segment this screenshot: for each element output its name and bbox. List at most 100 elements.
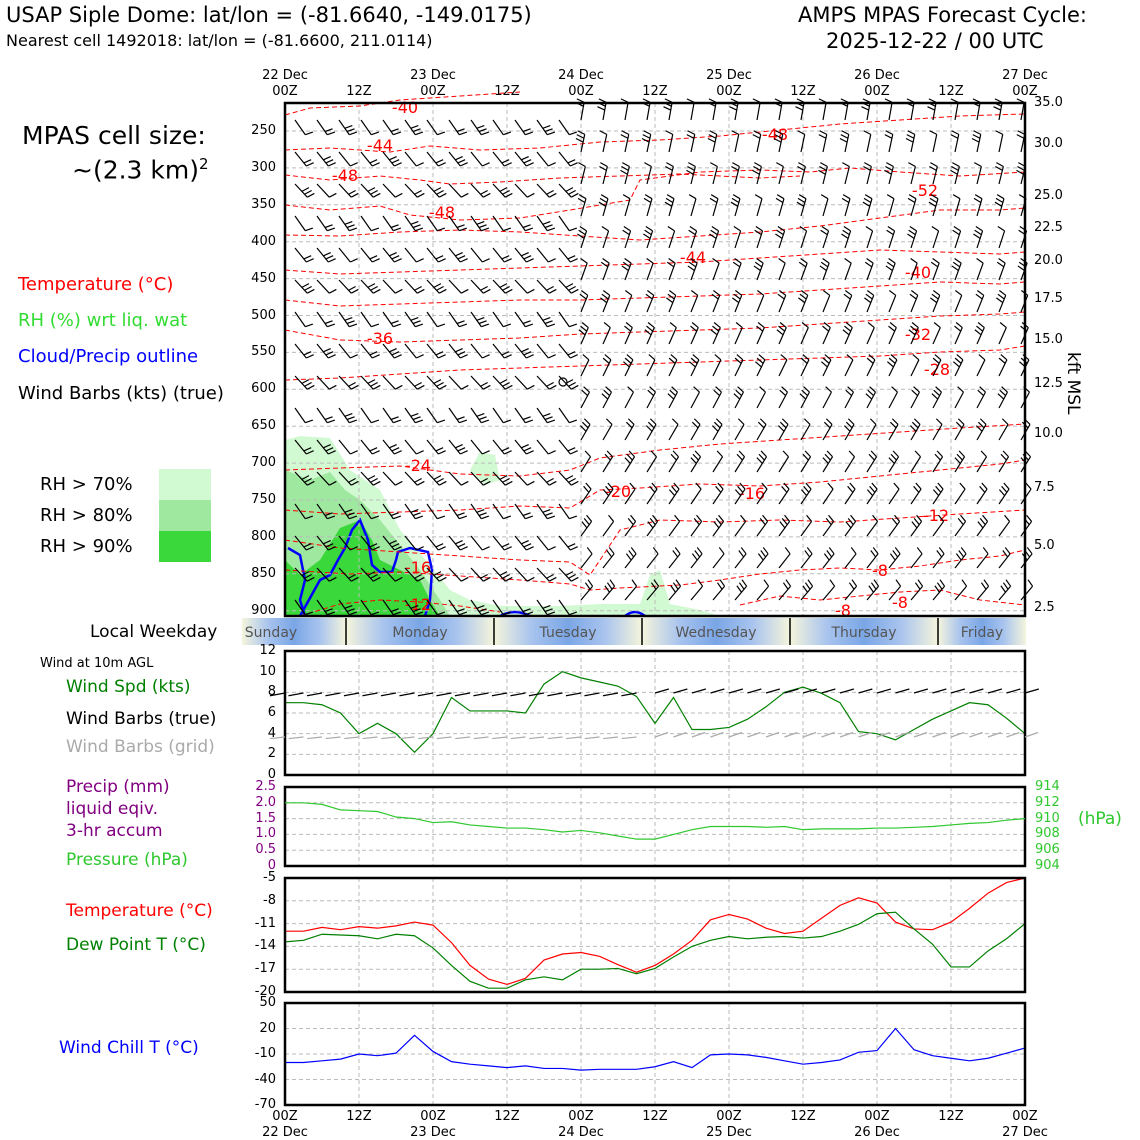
wind-barb [316, 407, 328, 424]
wind-barb [778, 521, 791, 537]
wind-barb [558, 471, 572, 486]
wind-barb-flag [688, 361, 696, 368]
wind-barb-flag [416, 258, 424, 263]
temp-contour-label: -28 [924, 360, 950, 379]
wind-barb [734, 359, 744, 377]
wind-barb-flag [737, 418, 745, 425]
wind-barb-flag [906, 134, 915, 139]
wind-barb [778, 134, 784, 153]
wind-barb-flag [667, 226, 675, 232]
wind-barb [624, 198, 631, 217]
wind-barb-flag [565, 187, 574, 192]
wind-barb-flag [675, 579, 682, 587]
wind-barb-flag [350, 480, 359, 486]
wind-barb-flag [870, 450, 877, 458]
wind-barb [294, 407, 306, 424]
wind-barb-flag [779, 521, 786, 529]
grid-wind-barb [691, 731, 706, 738]
wind-barb-flag [885, 165, 893, 171]
wind-barb-flag [754, 194, 763, 200]
wind-barb-flag [799, 393, 807, 400]
wind-barb-flag [457, 543, 466, 548]
wind-barb-flag [775, 233, 783, 239]
wind-barb-flag [851, 579, 858, 587]
wind-barb-flag [581, 521, 588, 529]
wind-barb-flag [522, 608, 531, 613]
wind-barb-flag [581, 322, 589, 329]
wind-barb-flag [691, 421, 699, 429]
wind-barb [712, 359, 722, 377]
wind-barb [646, 134, 652, 153]
grid-wind-barb [603, 736, 619, 740]
wind-barb [624, 424, 635, 441]
wind-barb-flag [822, 325, 830, 332]
wind-barb-flag [501, 351, 510, 356]
wind-barb-flag [797, 165, 805, 171]
wind-barb [866, 488, 878, 505]
wind-barb-flag [476, 316, 485, 321]
wind-barb [338, 439, 351, 455]
wind-barb [910, 327, 919, 345]
wind-barb-flag [435, 159, 444, 164]
wind-barb-flag [650, 450, 657, 458]
wind-barb-flag [958, 550, 965, 558]
wind-barb-flag [973, 130, 982, 135]
wind-barb-flag [762, 514, 769, 522]
wind-barb [382, 311, 394, 328]
wind-barb [822, 488, 834, 505]
wind-barb-flag [482, 192, 491, 198]
wind-barb-flag [394, 354, 402, 359]
wind-barb [734, 456, 746, 473]
wind-barb-flag [972, 134, 981, 139]
wind-barb [294, 311, 306, 328]
grid-wind-barb [654, 731, 669, 738]
wind-barb-flag [328, 576, 337, 582]
wind-barb [470, 535, 483, 551]
wind-barb-flag [711, 425, 719, 432]
wind-barb-flag [349, 419, 358, 424]
wind-barb [778, 456, 790, 473]
wind-barb [668, 359, 678, 377]
wind-barb-flag [605, 418, 613, 425]
wind-barb [360, 439, 373, 455]
wind-barb [822, 295, 831, 313]
wind-barb [492, 407, 504, 424]
wind-barb-flag [869, 418, 877, 425]
wind-barb-flag [996, 297, 1004, 304]
wind-barb-flag [344, 316, 353, 321]
wind-barb-flag [575, 137, 584, 143]
wind-barb [712, 424, 723, 441]
wind-barb [844, 359, 854, 377]
wind-barb-flag [935, 386, 942, 393]
wind-barb-flag [757, 322, 765, 329]
wind-barb-flag [818, 98, 827, 103]
wind-barb-flag [478, 512, 487, 517]
precip-liquid-label: liquid eqiv. [66, 799, 159, 819]
wind-barb-flag [864, 261, 873, 268]
wind-barb-flag [579, 425, 587, 432]
pressure-tick: 850 [251, 565, 276, 581]
wind-barb-flag [328, 354, 336, 359]
wind-barb-flag [582, 354, 590, 361]
wind-barb [822, 166, 828, 185]
wind-barb [316, 343, 329, 359]
wind-barb-flag [525, 131, 534, 136]
precip-panel-frame [283, 785, 1027, 868]
wind-barb-flag [344, 412, 353, 417]
wind-barb-flag [841, 197, 850, 204]
wind-barb-flag [718, 547, 725, 555]
wind-barb-flag [757, 421, 765, 429]
wind-barb-flag [800, 489, 808, 497]
pressure-tick: 500 [251, 307, 276, 323]
wind-barb-flag [868, 354, 876, 361]
wind-barb [976, 521, 989, 537]
wind-barb-flag [998, 357, 1006, 364]
wind-barb [998, 295, 1007, 313]
grid-wind-barb [673, 731, 687, 738]
wind-barb-flag [649, 518, 656, 526]
wind-barb-flag [323, 156, 331, 161]
wind-barb [602, 488, 614, 505]
wind-barb-flag [955, 553, 962, 561]
wind-barb [954, 295, 963, 313]
weekday-bg [938, 618, 982, 645]
